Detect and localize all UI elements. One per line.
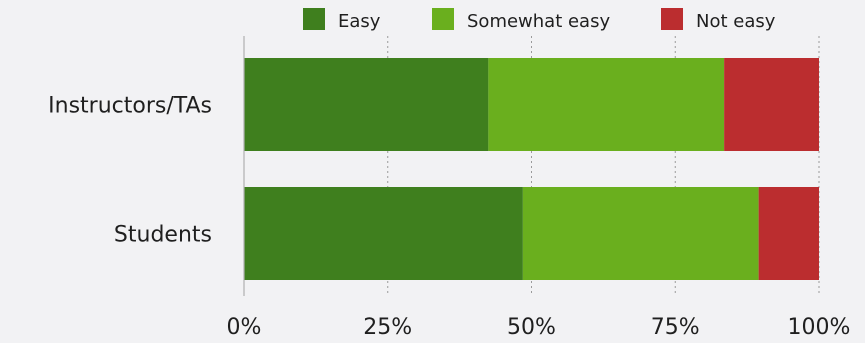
bar-segment-not-easy [724, 58, 819, 151]
x-tick-label: 75% [651, 315, 700, 340]
bar-segment-somewhat-easy [522, 187, 759, 280]
x-tick-label: 100% [788, 315, 851, 340]
legend-label: Easy [338, 11, 381, 32]
category-label: Instructors/TAs [48, 94, 212, 119]
legend: Easy Somewhat easy Not easy [303, 8, 776, 32]
bar-segment-not-easy [758, 187, 819, 280]
axes: 0% 25% 50% 75% 100% Instructors/TAs Students [48, 36, 850, 340]
x-tick-label: 25% [363, 315, 412, 340]
legend-label: Not easy [696, 11, 776, 32]
bars [244, 58, 819, 280]
legend-swatch [303, 8, 325, 30]
legend-swatch [661, 8, 683, 30]
x-tick-label: 50% [507, 315, 556, 340]
legend-swatch [432, 8, 454, 30]
bar-segment-somewhat-easy [488, 58, 725, 151]
bar-segment-easy [244, 187, 523, 280]
category-label: Students [114, 223, 212, 248]
bar-segment-easy [244, 58, 489, 151]
legend-label: Somewhat easy [467, 11, 610, 32]
x-tick-label: 0% [227, 315, 262, 340]
